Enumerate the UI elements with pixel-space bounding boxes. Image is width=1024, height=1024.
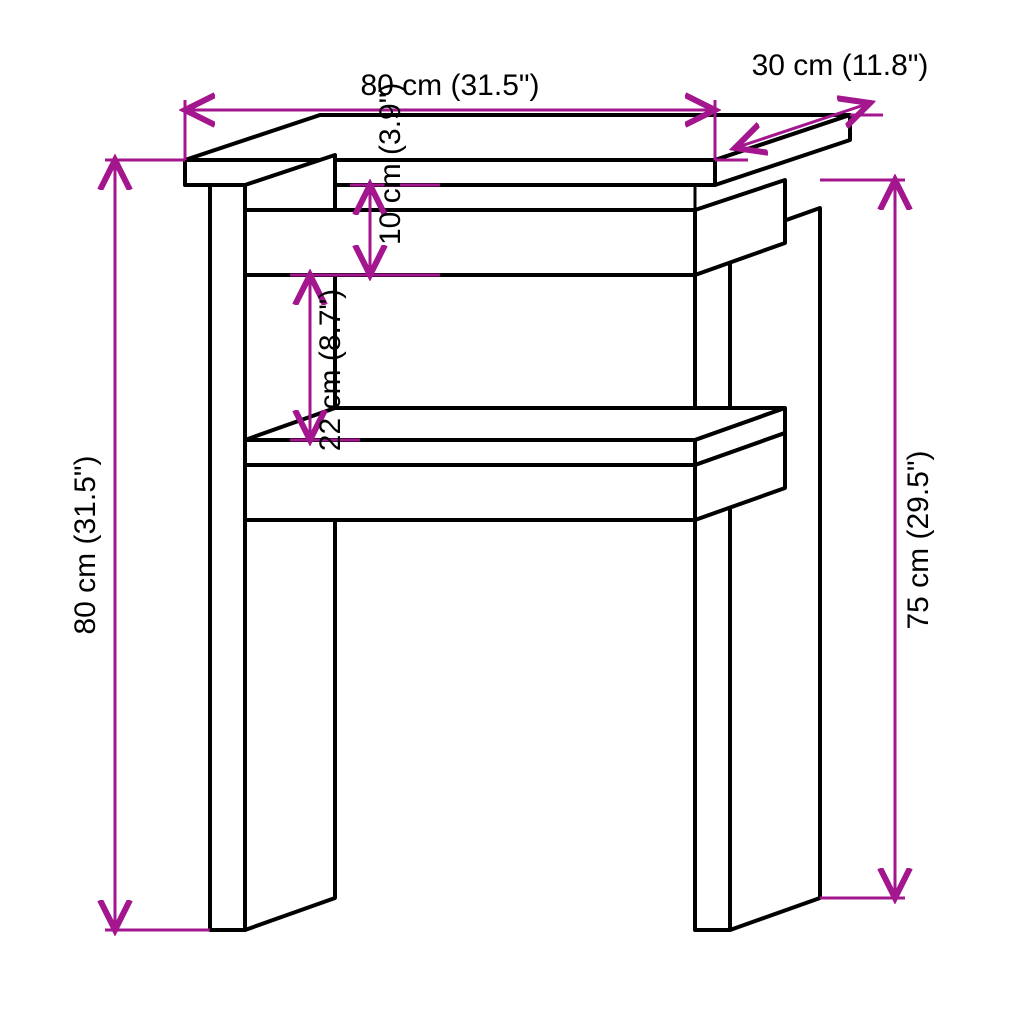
dim-drawer-label: 10 cm (3.9") — [374, 83, 407, 245]
dim-shelf-gap-label: 22 cm (8.7") — [314, 289, 347, 451]
dim-depth-label: 30 cm (11.8") — [752, 49, 929, 82]
dimension-diagram: 80 cm (31.5") 30 cm (11.8") 80 cm (31.5"… — [0, 0, 1024, 1024]
furniture-outline — [185, 115, 850, 930]
dim-height-label: 80 cm (31.5") — [69, 455, 102, 634]
dim-inner-height-label: 75 cm (29.5") — [902, 450, 935, 629]
dim-inner-height: 75 cm (29.5") — [820, 180, 935, 898]
dim-height: 80 cm (31.5") — [69, 160, 210, 930]
